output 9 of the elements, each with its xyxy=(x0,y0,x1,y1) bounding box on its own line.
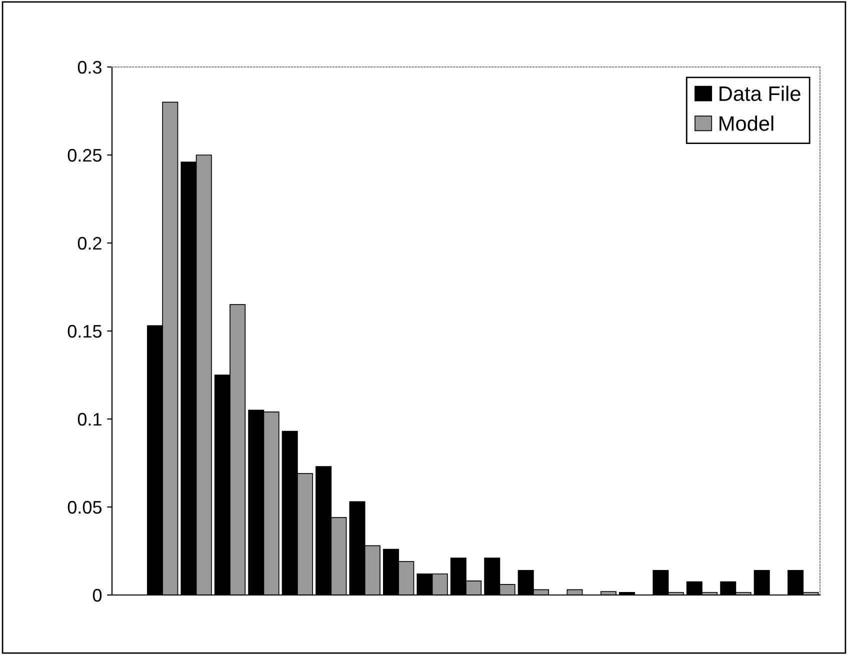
y-tick-label: 0.25 xyxy=(68,148,102,162)
y-tick-label: 0 xyxy=(92,588,102,602)
y-tick-label: 0.1 xyxy=(78,412,102,426)
legend-label: Model xyxy=(720,116,774,131)
y-tick-label: 0.15 xyxy=(68,324,102,338)
legend-label: Data File xyxy=(720,86,800,102)
y-tick-label: 0.2 xyxy=(78,236,102,250)
y-tick-label: 0.3 xyxy=(78,60,102,74)
y-tick-label: 0.05 xyxy=(68,500,102,514)
